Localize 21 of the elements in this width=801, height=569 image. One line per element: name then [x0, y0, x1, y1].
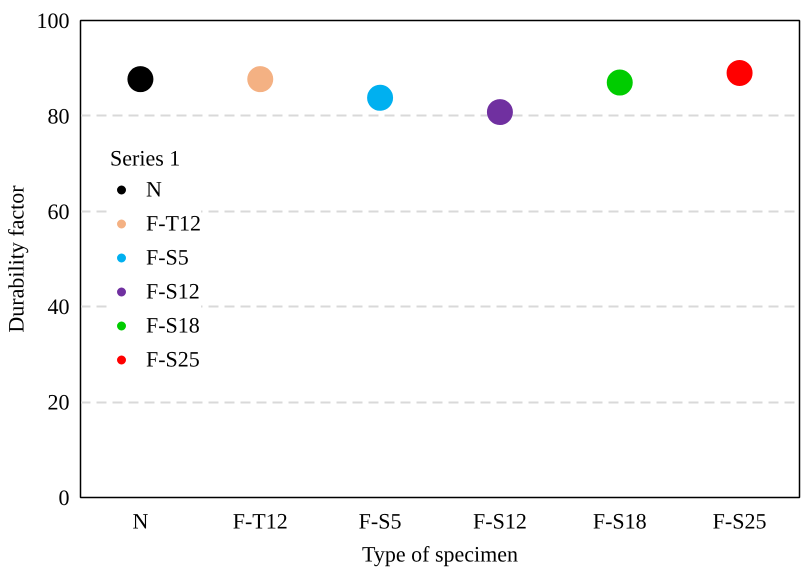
y-axis-title: Durability factor: [4, 184, 28, 333]
legend-label: F-S12: [146, 278, 200, 304]
x-tick-label: F-S5: [358, 508, 402, 534]
y-tick-label: 40: [48, 294, 70, 320]
y-tick-label: 20: [48, 390, 70, 415]
y-tick-label: 60: [48, 198, 70, 224]
x-tick-label: N: [132, 508, 148, 534]
legend-label: F-T12: [146, 210, 201, 236]
legend-label: F-S25: [146, 346, 200, 372]
legend-title: Series 1: [110, 145, 182, 171]
x-tick-label: F-S18: [592, 508, 647, 534]
y-tick-label: 80: [48, 103, 70, 128]
y-tick-label: 100: [36, 8, 70, 33]
legend-label: F-S18: [146, 312, 200, 338]
x-tick-label: F-S25: [712, 508, 766, 534]
x-axis-title: Type of specimen: [362, 542, 518, 566]
x-tick-label: F-T12: [232, 508, 288, 534]
y-tick-label: 0: [58, 485, 70, 510]
x-tick-label: F-S12: [473, 508, 527, 534]
legend-label: F-S5: [146, 244, 189, 270]
legend-label: N: [146, 176, 163, 202]
